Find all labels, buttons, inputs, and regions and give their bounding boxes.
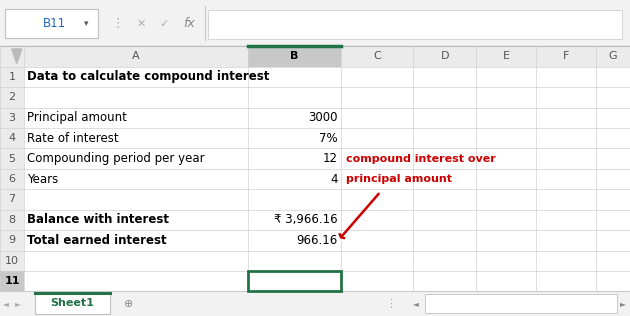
Polygon shape [0, 46, 14, 67]
Text: 8: 8 [8, 215, 16, 225]
Text: Compounding period per year: Compounding period per year [27, 152, 205, 165]
Text: 966.16: 966.16 [297, 234, 338, 247]
Text: Years: Years [27, 173, 59, 185]
Bar [5, 9, 98, 38]
Text: 4: 4 [8, 133, 16, 143]
Text: compound interest over: compound interest over [346, 154, 496, 164]
Text: E: E [503, 51, 510, 61]
Bar [208, 10, 622, 39]
Bar [0, 46, 630, 67]
Bar [425, 294, 617, 313]
Text: 10: 10 [5, 256, 19, 266]
Bar [0, 46, 630, 291]
Text: F: F [563, 51, 570, 61]
Text: 2: 2 [8, 92, 16, 102]
Text: ⊕: ⊕ [125, 299, 134, 309]
Text: Total earned interest: Total earned interest [27, 234, 167, 247]
Text: 5: 5 [8, 154, 16, 164]
Text: ◄: ◄ [3, 299, 9, 308]
Text: fx: fx [183, 17, 195, 30]
Text: ►: ► [619, 299, 626, 308]
Text: 6: 6 [8, 174, 16, 184]
Text: ⋮: ⋮ [111, 17, 123, 30]
Text: A: A [132, 51, 140, 61]
Text: 1: 1 [8, 72, 16, 82]
Text: ▾: ▾ [84, 19, 89, 28]
Text: Data to calculate compound interest: Data to calculate compound interest [27, 70, 270, 83]
Text: B11: B11 [43, 17, 66, 30]
Bar [248, 46, 341, 67]
Bar [0, 271, 24, 291]
Text: ►: ► [14, 299, 21, 308]
Bar [35, 293, 110, 314]
Text: ✕: ✕ [137, 19, 146, 29]
Text: Sheet1: Sheet1 [50, 298, 94, 308]
Text: 4: 4 [330, 173, 338, 185]
Text: Balance with interest: Balance with interest [27, 213, 169, 226]
Text: 3: 3 [8, 113, 16, 123]
Text: D: D [440, 51, 449, 61]
Text: ✓: ✓ [159, 19, 168, 29]
Bar [0, 291, 630, 316]
Text: Principal amount: Principal amount [27, 111, 127, 124]
Bar [248, 271, 341, 291]
Bar [0, 46, 24, 291]
Text: 7: 7 [8, 194, 16, 204]
Text: 12: 12 [323, 152, 338, 165]
Text: ₹ 3,966.16: ₹ 3,966.16 [274, 213, 338, 226]
Text: ⋮: ⋮ [385, 299, 396, 309]
Text: 9: 9 [8, 235, 16, 245]
Text: 7%: 7% [319, 132, 338, 145]
Text: ◄: ◄ [413, 299, 419, 308]
Polygon shape [12, 49, 22, 64]
Text: 3000: 3000 [308, 111, 338, 124]
Text: C: C [373, 51, 381, 61]
Text: G: G [609, 51, 617, 61]
Text: principal amount: principal amount [346, 174, 452, 184]
Text: B: B [290, 51, 299, 61]
Bar [0, 0, 630, 46]
Text: 11: 11 [4, 276, 20, 286]
Text: Rate of interest: Rate of interest [27, 132, 118, 145]
